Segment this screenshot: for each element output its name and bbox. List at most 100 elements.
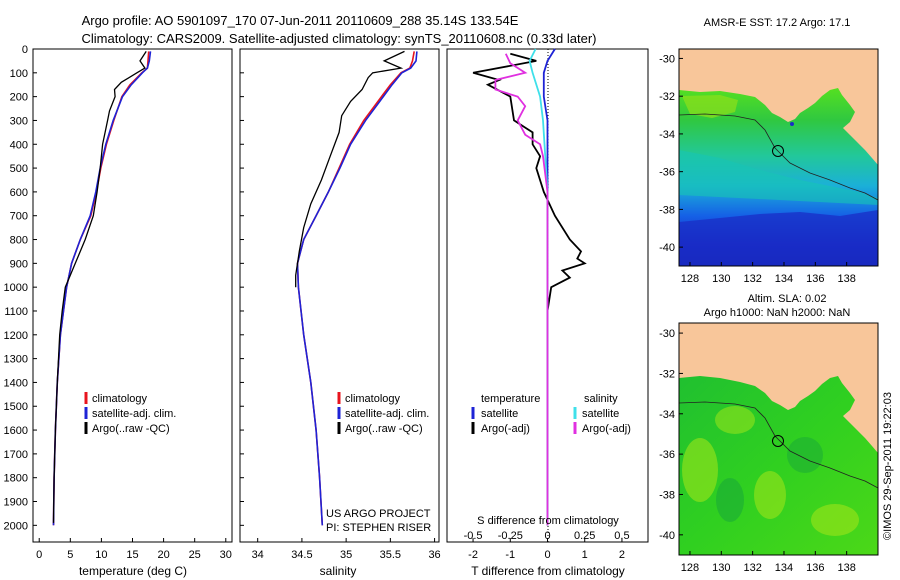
- series-line-satellite-adj-clim: [52, 51, 152, 526]
- difference-xlabel-s: S difference from climatology: [477, 515, 619, 527]
- coastal-dot-icon: [790, 122, 794, 126]
- y-tick-label: 1700: [4, 449, 28, 461]
- legend-label-satellite: satellite-adj. clim.: [345, 408, 429, 420]
- y-tick-label: 1200: [4, 330, 28, 342]
- sla-map-panel: Altim. SLA: 0.02 Argo h1000: NaN h2000: …: [659, 293, 879, 574]
- series-line-satellite-adj-clim: [296, 51, 418, 526]
- salinity-plot-frame: [239, 48, 440, 543]
- temperature-plot-frame: [32, 48, 233, 543]
- x-tick-label-secondary: -0.5: [464, 530, 483, 542]
- map-x-tick-label: 136: [806, 273, 824, 285]
- y-tick-label: 1100: [4, 306, 28, 318]
- x-tick-label: 36: [428, 549, 440, 561]
- legend-label-satellite: satellite-adj. clim.: [92, 408, 176, 420]
- sla-light-patch: [715, 406, 755, 434]
- salinity-panel: 34 34.5 35 35.5 36 salinity climatology sate…: [239, 48, 441, 578]
- y-tick-label: 1500: [4, 401, 28, 413]
- project-annotation: US ARGO PROJECT: [326, 508, 431, 520]
- sla-dark-patch: [787, 437, 823, 473]
- x-tick-label: 25: [189, 549, 201, 561]
- map-x-tick-label: 134: [775, 562, 793, 574]
- y-tick-label: 100: [10, 68, 28, 80]
- legend-label-argo: Argo(..raw -QC): [345, 423, 423, 435]
- sla-map-title: Altim. SLA: 0.02: [748, 293, 827, 305]
- legend-label-argo: Argo(..raw -QC): [92, 423, 170, 435]
- x-tick-label: 5: [67, 549, 73, 561]
- y-tick-label: 1900: [4, 497, 28, 509]
- map-x-tick-label: 130: [712, 562, 730, 574]
- x-tick-label: -2: [468, 549, 478, 561]
- sla-light-patch: [754, 471, 786, 519]
- x-tick-label: 1: [582, 549, 588, 561]
- map-x-tick-label: 132: [743, 273, 761, 285]
- legend-label-s-satellite: satellite: [582, 408, 619, 420]
- map-y-tick-label: -30: [659, 53, 675, 65]
- map-x-tick-label: 138: [837, 562, 855, 574]
- series-line-s-satellite: [528, 48, 549, 526]
- x-tick-label-secondary: 0.5: [614, 530, 629, 542]
- map-y-tick-label: -32: [659, 91, 675, 103]
- y-tick-label: 1000: [4, 282, 28, 294]
- title-line-2: Climatology: CARS2009. Satellite-adjuste…: [82, 31, 597, 46]
- y-tick-label: 300: [10, 115, 28, 127]
- x-tick-label: 35.5: [380, 549, 401, 561]
- y-tick-label: 1600: [4, 425, 28, 437]
- y-tick-label: 600: [10, 187, 28, 199]
- y-tick-label: 1300: [4, 354, 28, 366]
- sla-map-subtitle: Argo h1000: NaN h2000: NaN: [704, 307, 851, 319]
- map-y-tick-label: -40: [659, 242, 675, 254]
- series-line-argo-raw-qc: [52, 51, 147, 523]
- temperature-panel: 0100200300400500600700800900100011001200…: [4, 44, 233, 578]
- x-tick-label: -1: [505, 549, 515, 561]
- temperature-legend: climatology satellite-adj. clim. Argo(..…: [84, 392, 176, 435]
- legend-label-s-argo: Argo(-adj): [582, 423, 631, 435]
- map-y-tick-label: -38: [659, 204, 675, 216]
- map-x-tick-label: 128: [681, 273, 699, 285]
- x-tick-label: 34.5: [291, 549, 312, 561]
- y-tick-label: 200: [10, 92, 28, 104]
- series-line-climatology: [52, 51, 150, 526]
- title-line-1: Argo profile: AO 5901097_170 07-Jun-2011…: [82, 13, 519, 28]
- series-line-argo-raw-qc: [295, 50, 405, 288]
- x-tick-label: 20: [157, 549, 169, 561]
- difference-panel: -2 -1 0 1 2 -0.5 -0.25 0 0.25 0.5 S difference f…: [446, 48, 649, 578]
- y-tick-label: 2000: [4, 520, 28, 532]
- map-y-tick-label: -38: [659, 489, 675, 501]
- x-tick-label-secondary: 0: [544, 530, 550, 542]
- sla-map-frame: [678, 322, 879, 556]
- sst-deep-blue-band: [679, 210, 878, 266]
- series-line-t-argo-adj: [472, 52, 587, 526]
- x-tick-label: 34: [252, 549, 264, 561]
- legend-header-salinity: salinity: [584, 393, 618, 405]
- x-tick-label: 15: [126, 549, 138, 561]
- map-x-tick-label: 134: [775, 273, 793, 285]
- argo-position-marker: [772, 145, 784, 157]
- map-y-tick-label: -36: [659, 167, 675, 179]
- map-y-tick-label: -36: [659, 449, 675, 461]
- salinity-legend: climatology satellite-adj. clim. Argo(..…: [337, 392, 429, 435]
- map-y-tick-label: -34: [659, 409, 675, 421]
- y-tick-label: 700: [10, 211, 28, 223]
- y-tick-label: 500: [10, 163, 28, 175]
- y-tick-label: 1400: [4, 377, 28, 389]
- temperature-xlabel: temperature (deg C): [79, 564, 187, 578]
- credit-text: ©IMOS 29-Sep-2011 19:22:03: [882, 392, 894, 540]
- map-x-tick-label: 130: [712, 273, 730, 285]
- map-x-tick-label: 128: [681, 562, 699, 574]
- sla-light-patch: [682, 438, 718, 502]
- difference-xlabel-t: T difference from climatology: [471, 564, 625, 578]
- difference-legend: temperature salinity satellite Argo(-adj…: [471, 393, 631, 435]
- y-tick-label: 0: [22, 44, 28, 56]
- pi-annotation: PI: STEPHEN RISER: [326, 522, 431, 534]
- x-tick-label: 2: [619, 549, 625, 561]
- salinity-xlabel: salinity: [320, 564, 357, 578]
- y-tick-label: 400: [10, 139, 28, 151]
- legend-label-climatology: climatology: [345, 393, 401, 405]
- x-tick-label: 0: [36, 549, 42, 561]
- sla-dark-patch: [716, 478, 744, 522]
- map-y-tick-label: -34: [659, 129, 675, 141]
- y-tick-label: 800: [10, 235, 28, 247]
- sst-bathymetry-contour: [679, 113, 878, 201]
- series-line-climatology: [296, 51, 415, 526]
